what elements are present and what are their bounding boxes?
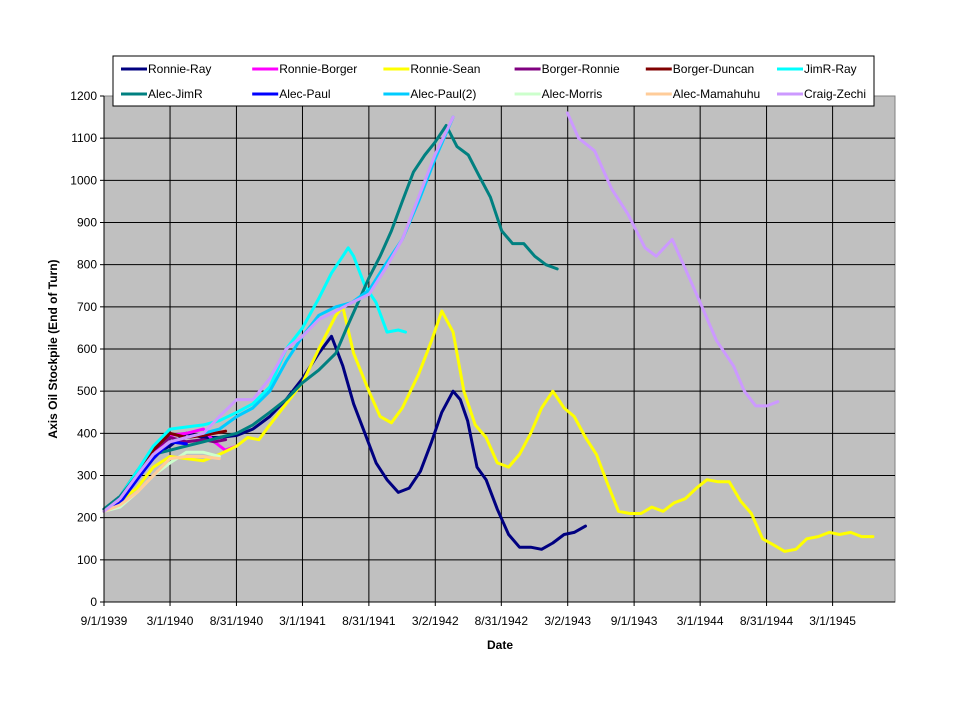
- series-layer: [102, 111, 875, 553]
- x-tick-label: 8/31/1940: [210, 614, 264, 628]
- legend-label-alec-paul: Alec-Paul: [279, 87, 330, 101]
- legend-label-alec-mamahuhu: Alec-Mamahuhu: [673, 87, 760, 101]
- y-tick-label: 200: [77, 511, 97, 525]
- series-line-alec-jimr: [102, 124, 559, 511]
- legend-label-jimr-ray: JimR-Ray: [804, 62, 857, 76]
- series-line-ronnie-sean: [102, 305, 875, 553]
- legend-label-craig-zechi: Craig-Zechi: [804, 87, 866, 101]
- legend-label-alec-morris: Alec-Morris: [542, 87, 603, 101]
- y-tick-label: 800: [77, 258, 97, 272]
- x-tick-label: 3/2/1943: [544, 614, 591, 628]
- x-tick-label: 8/31/1942: [475, 614, 529, 628]
- y-tick-label: 300: [77, 469, 97, 483]
- x-axis-title: Date: [487, 638, 513, 652]
- gridlines: [104, 96, 895, 602]
- x-tick-label: 8/31/1944: [740, 614, 794, 628]
- y-axis-title: Axis Oil Stockpile (End of Turn): [46, 259, 60, 438]
- legend-label-borger-ronnie: Borger-Ronnie: [542, 62, 620, 76]
- legend-label-ronnie-sean: Ronnie-Sean: [410, 62, 480, 76]
- y-tick-label: 400: [77, 426, 97, 440]
- legend-label-ronnie-borger: Ronnie-Borger: [279, 62, 357, 76]
- y-tick-label: 0: [90, 595, 97, 609]
- legend: Ronnie-Ray Ronnie-Borger Ronnie-Sean Borger…: [112, 55, 875, 107]
- x-tick-label: 3/1/1945: [809, 614, 856, 628]
- x-tick-label: 9/1/1939: [81, 614, 128, 628]
- series-line-alec-mamahuhu: [102, 455, 221, 513]
- y-tick-label: 100: [77, 553, 97, 567]
- y-tick-label: 1000: [70, 173, 97, 187]
- x-tick-label: 3/1/1940: [147, 614, 194, 628]
- x-tick-label: 3/1/1944: [677, 614, 724, 628]
- legend-box: [112, 55, 875, 107]
- y-tick-label: 600: [77, 342, 97, 356]
- series-line-craig-zechi: [102, 111, 780, 513]
- legend-label-ronnie-ray: Ronnie-Ray: [148, 62, 211, 76]
- x-tick-label: 9/1/1943: [611, 614, 658, 628]
- y-tick-label: 500: [77, 384, 97, 398]
- legend-label-alec-paul-2: Alec-Paul(2): [410, 87, 476, 101]
- y-tick-label: 1100: [71, 131, 97, 145]
- y-axis: 0 100 200 300 400 500 600 700 800 900 1000 1100 1200: [70, 89, 105, 609]
- legend-label-alec-jimr: Alec-JimR: [148, 87, 203, 101]
- x-tick-label: 8/31/1941: [342, 614, 396, 628]
- y-tick-label: 900: [77, 216, 97, 230]
- y-tick-label: 1200: [70, 89, 97, 103]
- legend-label-borger-duncan: Borger-Duncan: [673, 62, 754, 76]
- x-tick-label: 3/2/1942: [412, 614, 459, 628]
- x-tick-label: 3/1/1941: [279, 614, 326, 628]
- y-tick-label: 700: [77, 300, 97, 314]
- x-axis: 9/1/1939 3/1/1940 8/31/1940 3/1/1941 8/31/19…: [81, 601, 895, 628]
